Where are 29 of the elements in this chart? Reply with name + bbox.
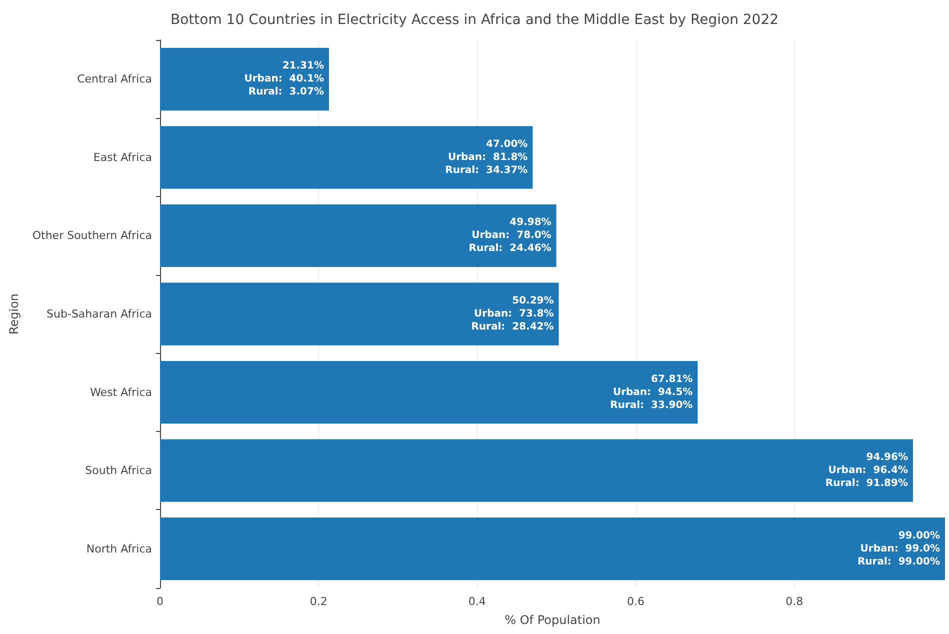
chart-title: Bottom 10 Countries in Electricity Access in Africa and the Middle East by Region 2022 (170, 12, 779, 28)
bar (160, 126, 533, 189)
x-axis-title: % Of Population (504, 613, 600, 627)
x-tick-label: 0.2 (310, 595, 328, 608)
y-tick-label: West Africa (90, 386, 152, 399)
x-tick-label: 0.8 (786, 595, 804, 608)
x-tick-label: 0 (156, 595, 164, 608)
y-tick-label: South Africa (85, 464, 152, 478)
data-label: 67.81% Urban: 94.5% Rural: 33.90% (610, 374, 693, 411)
bar (160, 282, 559, 346)
x-tick-label: 0.4 (468, 595, 486, 608)
data-label: 47.00% Urban: 81.8% Rural: 34.37% (445, 138, 528, 176)
x-tick-label: 0.6 (627, 595, 645, 608)
data-label: 49.98% Urban: 78.0% Rural: 24.46% (468, 217, 552, 254)
y-tick-label: North Africa (86, 542, 152, 556)
bar (160, 439, 913, 502)
y-tick-label: Central Africa (77, 72, 152, 86)
bar (160, 204, 556, 268)
bar (160, 360, 698, 424)
y-tick-label: Other Southern Africa (32, 229, 152, 242)
y-tick-label: Sub-Saharan Africa (46, 308, 152, 320)
data-label: 21.31% Urban: 40.1% Rural: 3.07% (244, 60, 324, 98)
data-label: 94.96% Urban: 96.4% Rural: 91.89% (825, 452, 908, 490)
bar (160, 48, 329, 110)
data-label: 50.29% Urban: 73.8% Rural: 28.42% (471, 296, 554, 332)
data-label: 99.00% Urban: 99.0% Rural: 99.00% (857, 530, 940, 568)
y-tick-label: East Africa (93, 150, 152, 164)
y-axis-title: Region (7, 293, 21, 335)
bar (160, 518, 945, 580)
